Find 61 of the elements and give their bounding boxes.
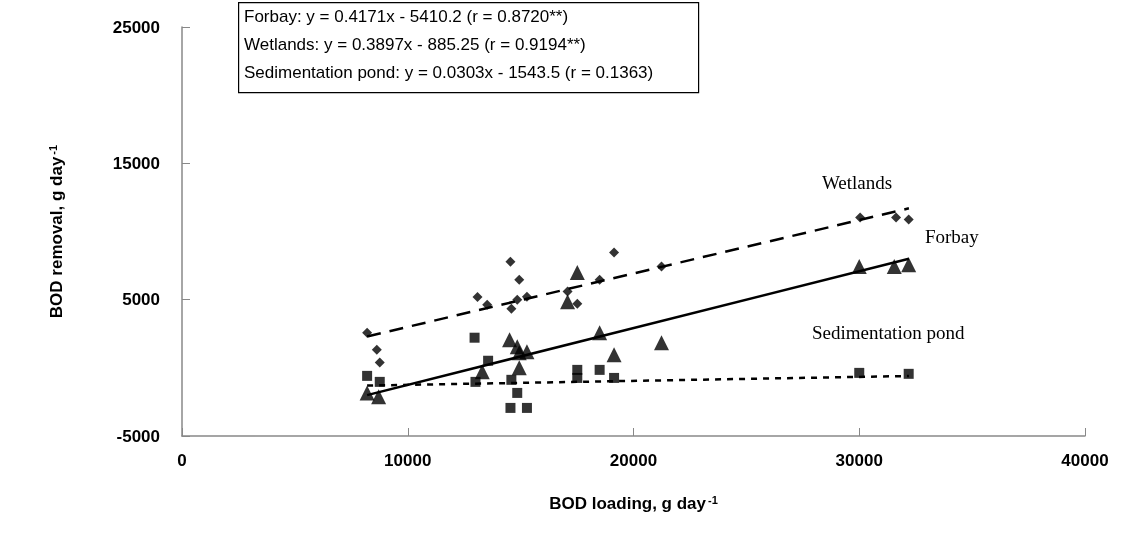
point <box>562 286 573 297</box>
x-tick-label: 10000 <box>384 451 432 470</box>
point <box>855 212 866 223</box>
y-axis-title: BOD removal, g day-1 <box>46 144 66 319</box>
point <box>594 364 605 375</box>
point <box>514 274 525 285</box>
text: Forbay: y = 0.4171x - 5410.2 (r = 0.8720**) <box>244 7 569 26</box>
point <box>505 402 516 413</box>
x-tick-label: 40000 <box>1061 451 1109 470</box>
point <box>483 355 494 366</box>
point <box>371 344 382 355</box>
point <box>506 303 517 314</box>
point <box>901 257 917 273</box>
point <box>521 291 532 302</box>
point <box>903 368 914 379</box>
point <box>371 389 387 405</box>
point <box>656 261 667 272</box>
point <box>505 256 516 267</box>
point <box>374 376 385 387</box>
point <box>482 299 493 310</box>
point <box>653 335 669 351</box>
point <box>374 357 385 368</box>
series-label: Forbay <box>924 226 980 248</box>
point <box>512 387 523 398</box>
point <box>592 325 608 341</box>
y-tick-label: 5000 <box>122 290 160 310</box>
point <box>560 294 576 310</box>
annotation: Sedimentation pond: y = 0.0303x - 1543.5 (r = 0.1363) <box>244 63 654 82</box>
point <box>362 370 373 381</box>
point <box>511 345 527 361</box>
series-label: Sedimentation pond <box>811 321 965 343</box>
x-tick-label: 0 <box>177 451 187 470</box>
point <box>502 332 518 348</box>
annotation: Wetlands: y = 0.3897x - 885.25 (r = 0.9194**) <box>244 35 586 54</box>
point <box>606 347 622 363</box>
point <box>609 372 620 383</box>
point <box>572 372 583 383</box>
point <box>472 291 483 302</box>
point <box>521 402 532 413</box>
point <box>851 259 867 275</box>
point <box>470 376 481 387</box>
point <box>854 367 865 378</box>
y-tick-label: -5000 <box>116 426 160 446</box>
point <box>506 374 517 385</box>
x-tick-label: 30000 <box>835 451 883 470</box>
point <box>511 360 527 376</box>
point <box>886 259 902 275</box>
x-tick-label: 20000 <box>609 451 658 470</box>
point <box>572 298 583 309</box>
point <box>903 214 914 225</box>
point <box>362 327 373 338</box>
point <box>891 212 902 223</box>
point <box>359 385 375 401</box>
point <box>594 274 605 285</box>
point <box>469 332 480 343</box>
series-label: Wetlands <box>821 171 893 193</box>
point <box>512 294 523 305</box>
y-tick-label: 15000 <box>112 153 160 173</box>
y-tick-label: 25000 <box>112 17 160 37</box>
point <box>609 247 620 258</box>
point <box>569 265 585 281</box>
